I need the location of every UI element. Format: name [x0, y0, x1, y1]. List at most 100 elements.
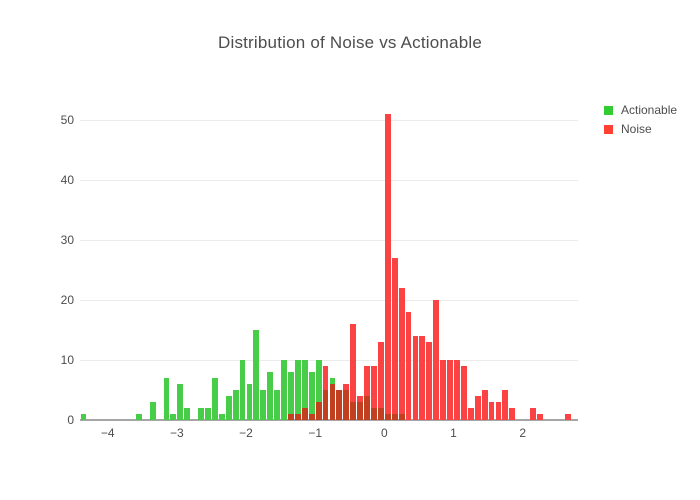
histogram-bar[interactable] [170, 414, 177, 420]
histogram-bar[interactable] [211, 378, 218, 420]
gridline [80, 240, 578, 241]
y-tick-label: 10 [60, 353, 74, 367]
histogram-bar[interactable] [474, 396, 481, 420]
histogram-bar[interactable] [412, 336, 419, 420]
histogram-bar[interactable] [350, 324, 357, 402]
histogram-bar[interactable] [253, 330, 260, 420]
histogram-bar[interactable] [239, 360, 246, 420]
histogram-bar[interactable] [225, 396, 232, 420]
legend-swatch-noise-icon [604, 124, 613, 134]
x-tick-label: 0 [380, 426, 388, 440]
histogram-bar[interactable] [218, 414, 225, 420]
y-tick-label: 0 [67, 413, 74, 427]
histogram-bar[interactable] [530, 408, 536, 420]
histogram-bar[interactable] [488, 402, 495, 420]
histogram-bar[interactable] [509, 408, 516, 420]
histogram-bar[interactable] [177, 384, 184, 420]
histogram-bar[interactable] [80, 414, 87, 420]
histogram-bar[interactable] [288, 414, 294, 420]
histogram-bar[interactable] [564, 414, 571, 420]
y-tick-label: 30 [60, 233, 74, 247]
histogram-bar[interactable] [454, 360, 460, 420]
histogram-bar[interactable] [371, 366, 377, 408]
histogram-bar[interactable] [467, 408, 474, 420]
histogram-bar[interactable] [301, 360, 308, 408]
histogram-bar[interactable] [322, 366, 329, 390]
histogram-bar[interactable] [308, 372, 315, 414]
histogram-bar[interactable] [398, 414, 405, 420]
histogram-bar[interactable] [495, 402, 502, 420]
histogram-bar[interactable] [322, 390, 329, 420]
histogram-bar[interactable] [419, 336, 426, 420]
histogram-bar[interactable] [260, 390, 267, 420]
histogram-bar[interactable] [481, 390, 488, 420]
y-tick-label: 40 [60, 173, 74, 187]
histogram-bar[interactable] [329, 378, 336, 384]
histogram-bar[interactable] [364, 396, 370, 420]
chart-title: Distribution of Noise vs Actionable [217, 33, 483, 52]
histogram-bar[interactable] [371, 408, 377, 420]
histogram-bar[interactable] [343, 390, 350, 420]
histogram-bar[interactable] [329, 384, 336, 420]
plot-area[interactable] [80, 90, 578, 421]
histogram-bar[interactable] [232, 390, 239, 420]
gridline [80, 120, 578, 121]
histogram-bar[interactable] [440, 360, 447, 420]
histogram-bar[interactable] [350, 402, 357, 420]
histogram-bar[interactable] [405, 312, 412, 420]
histogram-bar[interactable] [398, 288, 405, 414]
legend-item-noise[interactable]: Noise [604, 122, 677, 136]
histogram-bar[interactable] [288, 372, 294, 414]
y-tick-label: 20 [60, 293, 74, 307]
legend-label-noise: Noise [621, 122, 652, 136]
gridline [80, 300, 578, 301]
histogram-bar[interactable] [502, 390, 509, 420]
histogram-bar[interactable] [267, 372, 274, 420]
histogram-bar[interactable] [426, 342, 433, 420]
x-tick-label: 1 [450, 426, 457, 440]
legend-label-actionable: Actionable [621, 103, 678, 117]
histogram-bar[interactable] [246, 384, 253, 420]
histogram-bar[interactable] [391, 414, 398, 420]
histogram-bar[interactable] [315, 360, 322, 402]
y-tick-label: 50 [60, 113, 74, 127]
histogram-bar[interactable] [163, 378, 170, 420]
histogram-bar[interactable] [357, 396, 364, 402]
x-tick-label: −4 [100, 426, 115, 440]
histogram-bar[interactable] [315, 402, 322, 420]
histogram-bar[interactable] [343, 384, 350, 390]
histogram-bar[interactable] [184, 408, 191, 420]
gridline [80, 360, 578, 361]
x-tick-label: −2 [239, 426, 253, 440]
histogram-bar[interactable] [301, 408, 308, 420]
legend-swatch-actionable-icon [604, 105, 613, 115]
histogram-bar[interactable] [281, 360, 287, 420]
x-axis-line [80, 419, 578, 421]
legend: Actionable Noise [604, 103, 677, 136]
histogram-bar[interactable] [357, 402, 364, 420]
histogram-bar[interactable] [377, 408, 384, 420]
histogram-bar[interactable] [135, 414, 142, 420]
histogram-bar[interactable] [308, 414, 315, 420]
histogram-bar[interactable] [460, 366, 467, 420]
x-tick-label: −1 [308, 426, 322, 440]
histogram-bar[interactable] [384, 114, 391, 414]
histogram-bar[interactable] [205, 408, 211, 420]
histogram-bar[interactable] [336, 390, 343, 420]
gridline [80, 180, 578, 181]
histogram-bar[interactable] [391, 258, 398, 414]
histogram-bar[interactable] [198, 408, 204, 420]
legend-item-actionable[interactable]: Actionable [604, 103, 677, 117]
x-tick-label: −3 [169, 426, 184, 440]
histogram-bar[interactable] [433, 300, 440, 420]
histogram-bar[interactable] [274, 390, 281, 420]
histogram-bar[interactable] [384, 414, 391, 420]
histogram-bar[interactable] [537, 414, 543, 420]
histogram-bar[interactable] [364, 366, 370, 396]
histogram-bar[interactable] [149, 402, 156, 420]
histogram-bar[interactable] [377, 342, 384, 408]
histogram-bar[interactable] [294, 360, 301, 414]
histogram-bar[interactable] [447, 360, 453, 420]
histogram-bar[interactable] [294, 414, 301, 420]
